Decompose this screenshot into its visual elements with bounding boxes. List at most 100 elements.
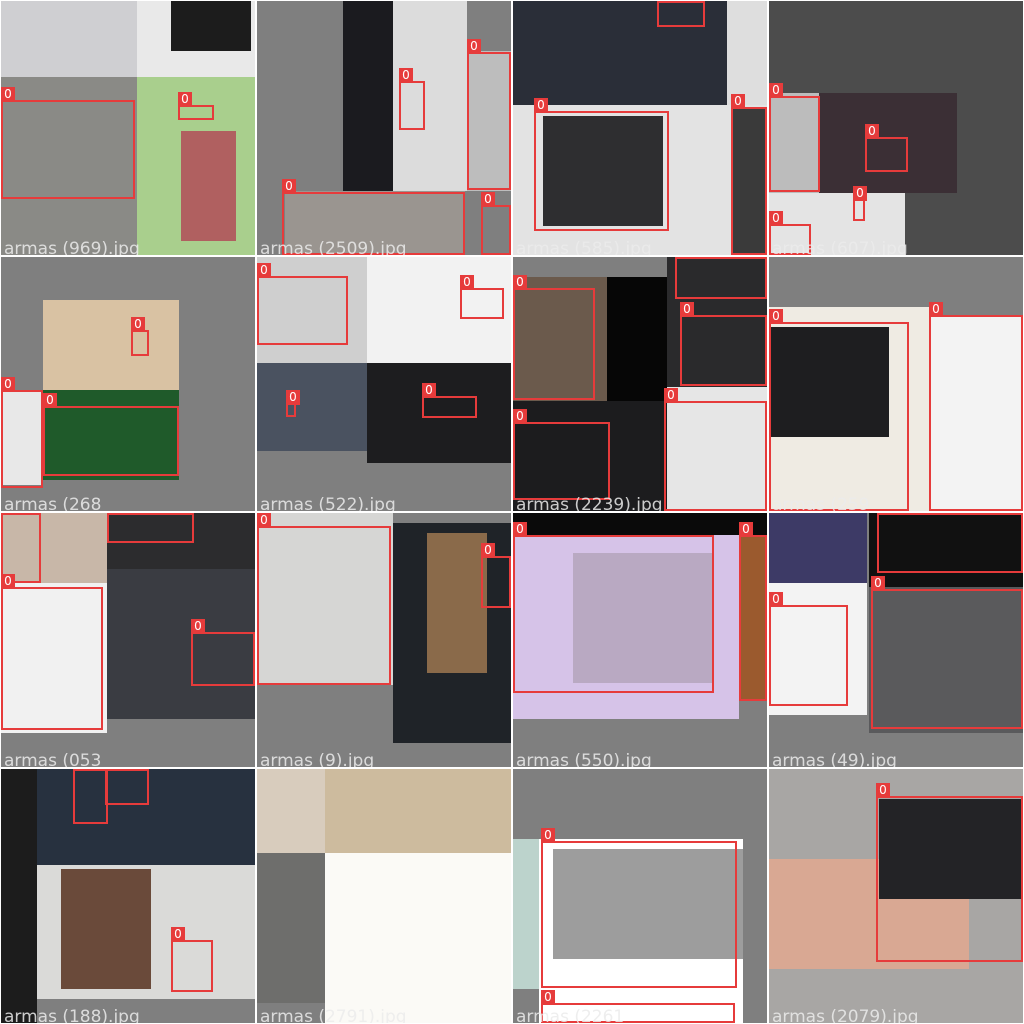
class-label: 0 [191,619,205,634]
detection-box: 0 [513,275,595,400]
detection-box: 0 [1,574,103,730]
class-label: 0 [865,124,879,139]
tile: 0 0 armas (9).jpg [257,513,511,767]
class-label: 0 [467,39,481,54]
detection-box: 0 [853,186,867,221]
tile: 0 0 0 0 armas (053 [1,513,255,767]
class-label: 0 [1,377,15,392]
class-label: 0 [73,769,87,771]
tile-caption: armas (2239).jpg [516,495,663,511]
class-label: 0 [534,98,548,113]
tile: 0 0 0 armas (268 [1,257,255,511]
class-label: 0 [131,317,145,332]
class-label: 0 [105,769,119,771]
detection-box: 0 [769,83,820,192]
detection-box: 0 [43,393,179,476]
class-label: 0 [541,828,555,843]
class-label: 0 [422,383,436,398]
tile-caption: armas (607).jpg [772,239,908,255]
class-label: 0 [513,409,527,424]
class-label: 0 [769,211,783,226]
detection-box: 0 [865,124,908,172]
class-label: 0 [739,522,753,537]
tile-caption: armas (9).jpg [260,751,375,767]
tile-caption: armas (969).jpg [4,239,140,255]
detection-box: 0 [675,257,767,299]
class-label: 0 [877,513,891,515]
detection-box: 0 [739,522,767,701]
tile: 0 0 armas (550).jpg [513,513,767,767]
detection-box: 0 [769,211,811,255]
class-label: 0 [680,302,694,317]
tile: 0 armas (2079).jpg [769,769,1023,1023]
tile-caption: armas (522).jpg [260,495,396,511]
class-label: 0 [1,87,15,102]
class-label: 0 [769,309,783,324]
class-label: 0 [929,302,943,317]
detection-box: 0 [876,783,1023,962]
detection-box: 0 [131,317,149,356]
detection-box: 0 [657,1,705,27]
tile: 0 0 armas (259 [769,257,1023,511]
detection-box: 0 [399,68,425,130]
class-label: 0 [853,186,867,201]
class-label: 0 [481,192,495,207]
detection-box: 0 [282,179,465,255]
tile: 0 0 0 0 armas (2509).jpg [257,1,511,255]
tile-caption: armas (2509).jpg [260,239,407,255]
class-label: 0 [286,390,300,405]
tile-caption: armas (585).jpg [516,239,652,255]
tile-caption: armas (49).jpg [772,751,897,767]
class-label: 0 [178,92,192,107]
tile: armas (2791).jpg [257,769,511,1023]
tile-caption: armas (2079).jpg [772,1007,919,1023]
class-label: 0 [769,592,783,607]
class-label: 0 [257,513,271,528]
detection-box: 0 [481,543,511,608]
tile-caption: armas (053 [4,751,102,767]
class-label: 0 [481,543,495,558]
detection-box: 0 [467,39,511,190]
detection-box: 0 [680,302,767,386]
detection-box: 0 [769,592,848,706]
tile-caption: armas (188).jpg [4,1007,140,1023]
detection-box: 0 [1,377,43,488]
detection-box: 0 [769,309,909,511]
detection-box: 0 [1,513,41,583]
tile-caption: armas (259 [772,495,870,511]
detection-box: 0 [257,263,348,345]
class-label: 0 [43,393,57,408]
tile-caption: armas (2791).jpg [260,1007,407,1023]
class-label: 0 [460,275,474,290]
detection-box: 0 [105,769,149,805]
class-label: 0 [107,513,121,515]
detection-box: 0 [877,513,1023,573]
class-label: 0 [282,179,296,194]
class-label: 0 [871,576,885,591]
detection-box: 0 [178,92,214,120]
class-label: 0 [769,83,783,98]
detection-box: 0 [460,275,504,319]
detection-box: 0 [73,769,108,824]
class-label: 0 [513,275,527,290]
class-label: 0 [664,388,678,403]
tile: 0 0 armas (969).jpg [1,1,255,255]
class-label: 0 [171,927,185,942]
detection-box: 0 [513,409,610,500]
detection-box: 0 [664,388,767,511]
detection-box: 0 [191,619,255,686]
detection-box: 0 [107,513,194,543]
class-label: 0 [876,783,890,798]
class-label: 0 [1,513,15,515]
tile: 0 0 0 0 armas (522).jpg [257,257,511,511]
detection-box: 0 [513,522,714,693]
detection-box: 0 [422,383,477,418]
tile: 0 0 0 0 0 armas (2239).jpg [513,257,767,511]
class-label: 0 [513,522,527,537]
detection-box: 0 [534,98,669,231]
tile: 0 0 0 armas (49).jpg [769,513,1023,767]
class-label: 0 [257,263,271,278]
class-label: 0 [399,68,413,83]
detection-box: 0 [171,927,213,992]
